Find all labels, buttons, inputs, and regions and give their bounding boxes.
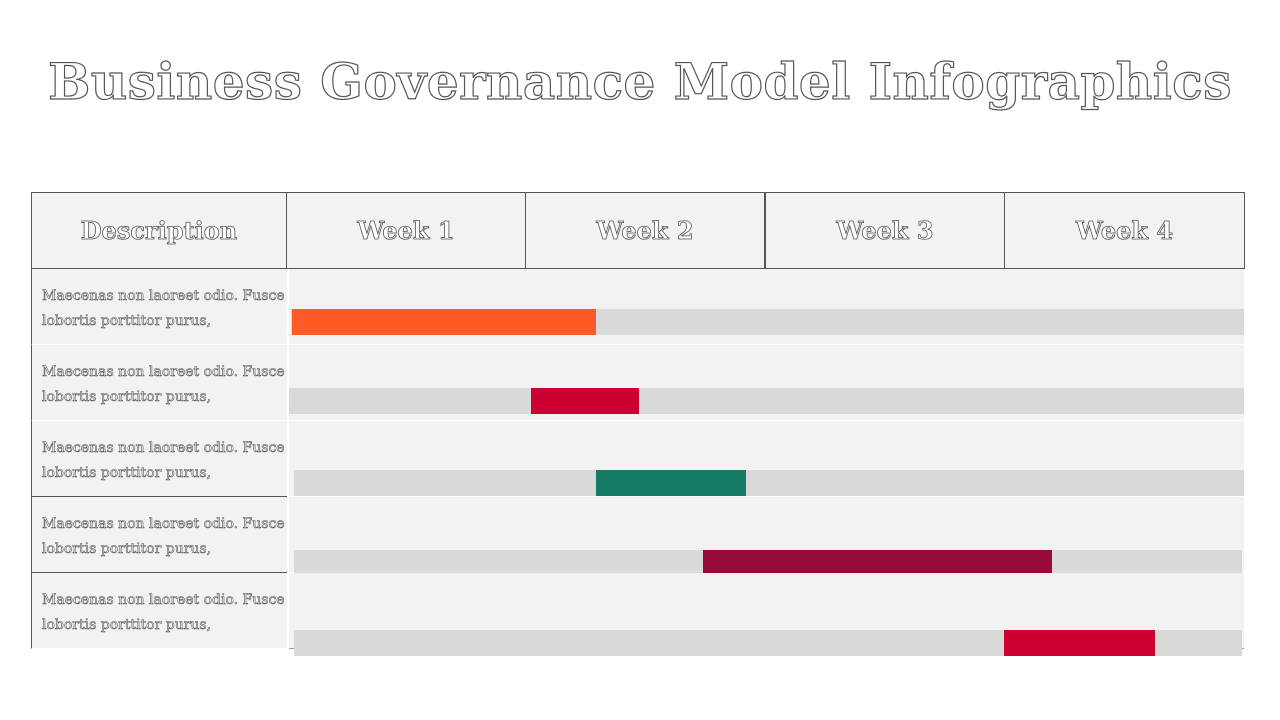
row-description: Maecenas non laoreet odio. Fusce loborti…	[31, 573, 287, 649]
task-bar	[292, 309, 596, 335]
timeline-lane	[289, 497, 1244, 576]
timeline-lane	[289, 573, 1244, 656]
timeline-lane	[289, 345, 1244, 421]
timeline-track	[294, 550, 1242, 576]
header-week-1: Week 1	[286, 192, 526, 269]
page-title: Business Governance Model Infographics	[48, 51, 1232, 111]
task-bar	[531, 388, 639, 414]
row-description: Maecenas non laoreet odio. Fusce loborti…	[31, 345, 287, 421]
timeline-lane	[289, 269, 1244, 345]
timeline-lane	[289, 421, 1244, 497]
header-week-3: Week 3	[765, 192, 1005, 269]
task-bar	[1004, 630, 1155, 656]
timeline-track	[289, 388, 1244, 414]
header-week-2: Week 2	[525, 192, 765, 269]
timeline-track	[294, 470, 1244, 496]
row-description: Maecenas non laoreet odio. Fusce loborti…	[31, 269, 287, 345]
timeline-track	[291, 309, 1244, 335]
row-description: Maecenas non laoreet odio. Fusce loborti…	[31, 421, 287, 497]
gantt-table: Description Week 1 Week 2 Week 3 Week 4 …	[31, 192, 1245, 656]
timeline-track	[294, 630, 1242, 656]
task-bar	[595, 470, 747, 496]
row-description: Maecenas non laoreet odio. Fusce loborti…	[31, 497, 287, 573]
task-bar	[703, 550, 1053, 576]
header-description: Description	[31, 192, 287, 269]
header-week-4: Week 4	[1004, 192, 1245, 269]
